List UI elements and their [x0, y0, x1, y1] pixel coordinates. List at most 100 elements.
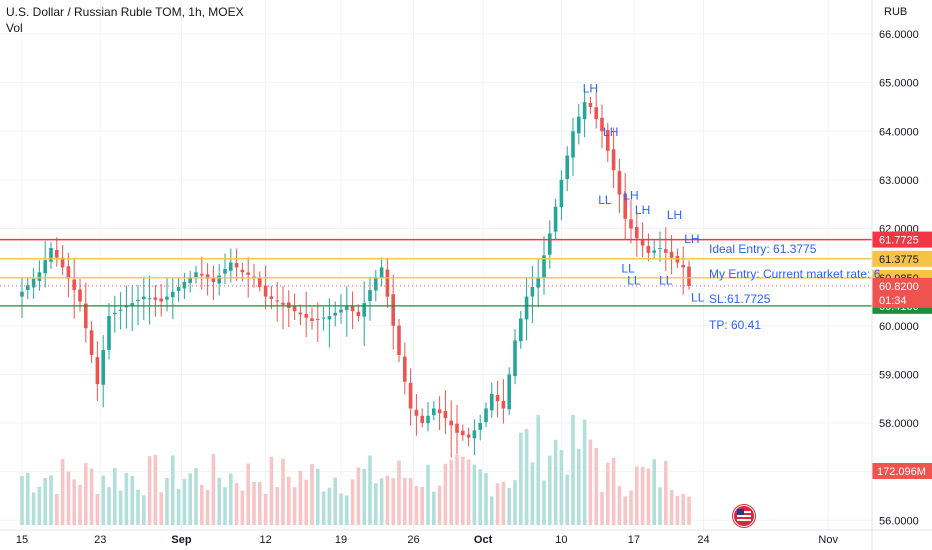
volume-bar [542, 480, 546, 525]
volume-bar [408, 478, 413, 525]
volume-bar [223, 487, 227, 525]
candle-body [466, 434, 471, 438]
volume-bar [675, 495, 680, 525]
candle-body [194, 272, 198, 278]
candle-body [327, 316, 332, 320]
volume-bar [147, 456, 152, 525]
volume-bar [565, 474, 569, 525]
volume-bar [200, 485, 204, 525]
candle-body [646, 245, 651, 253]
volume-bar [339, 493, 343, 525]
candle-body [432, 408, 436, 416]
candle-body [182, 282, 187, 289]
candle-body [426, 415, 430, 424]
volume-bar [437, 485, 442, 525]
stop-loss-price-tag [872, 231, 932, 248]
candle-body [356, 311, 361, 317]
candle-body [84, 303, 88, 329]
volume-bar [292, 487, 297, 525]
candle-body [176, 286, 181, 291]
candle-body [113, 312, 117, 315]
candle-body [321, 317, 326, 319]
y-tick-label: 60.0000 [879, 321, 919, 333]
volume-bar [385, 475, 390, 525]
candle-body [420, 415, 424, 424]
volume-bar [600, 491, 604, 525]
candle-body [234, 263, 239, 268]
volume-bar [66, 471, 71, 525]
x-tick-label: 24 [697, 534, 709, 546]
volume-bar [304, 479, 308, 525]
volume-bar [606, 462, 610, 525]
volume-bar [107, 487, 111, 525]
candle-body [124, 306, 129, 308]
volume-bar [345, 495, 349, 525]
current-price-tag [872, 277, 932, 308]
volume-bar [472, 464, 477, 525]
volume-bar [501, 481, 506, 525]
candle-body [559, 179, 564, 208]
candle-body [669, 251, 674, 258]
volume-bar [646, 468, 651, 525]
candle-body [205, 274, 210, 279]
volume-bar [536, 415, 540, 525]
candle-body [66, 266, 71, 279]
volume-tag [872, 463, 932, 479]
volume-bar [548, 455, 552, 525]
swing-label: LL [621, 261, 635, 275]
candle-body [519, 318, 523, 342]
x-tick-label: Sep [171, 534, 191, 546]
y-tick-label: 59.0000 [879, 369, 919, 381]
candle-body [223, 269, 227, 274]
candle-body [26, 285, 30, 291]
candle-body [55, 249, 59, 258]
volume-bar [397, 460, 401, 525]
candle-body [240, 269, 245, 273]
volume-bar [194, 467, 198, 525]
swing-label: LL [691, 290, 705, 304]
volume-bar [478, 469, 482, 525]
volume-bar [153, 454, 158, 525]
candle-body [623, 193, 627, 219]
volume-bar [530, 462, 535, 525]
volume-bar [258, 482, 262, 525]
candle-body [362, 303, 366, 317]
candle-body [565, 155, 569, 179]
volume-bar [449, 459, 453, 525]
candle-body [316, 318, 320, 320]
x-tick-label: 19 [335, 534, 347, 546]
candle-body [310, 318, 314, 321]
volume-bar [391, 478, 395, 525]
candle-body [188, 277, 192, 283]
volume-bar [617, 485, 622, 525]
candle-body [136, 299, 140, 302]
candle-body [263, 285, 268, 297]
volume-bar [362, 469, 366, 525]
candle-body [147, 298, 152, 300]
volume-bar [559, 449, 564, 525]
symbol-title[interactable]: U.S. Dollar / Russian Ruble TOM, 1h, MOE… [6, 5, 244, 19]
candle-body [374, 277, 378, 291]
candle-body [571, 131, 575, 158]
volume-bar [379, 478, 384, 525]
volume-bar [321, 491, 326, 525]
volume-bar [298, 470, 303, 525]
volume-bar [403, 477, 407, 525]
volume-indicator-label[interactable]: Vol [6, 21, 23, 35]
candle-body [60, 257, 65, 268]
volume-bar [72, 479, 76, 525]
current-price-label: 60.8200 [879, 281, 919, 293]
candle-body [229, 262, 233, 271]
candle-body [449, 420, 453, 426]
volume-bar [582, 419, 587, 525]
volume-bar [113, 467, 117, 525]
us-flag-icon[interactable] [733, 505, 755, 527]
candle-body [130, 303, 134, 307]
volume-bar [484, 473, 488, 525]
bar-countdown: 01:34 [879, 295, 907, 307]
volume-bar [275, 486, 279, 525]
candle-body [530, 286, 535, 297]
x-tick-label: 17 [628, 534, 640, 546]
candle-body [640, 239, 645, 246]
